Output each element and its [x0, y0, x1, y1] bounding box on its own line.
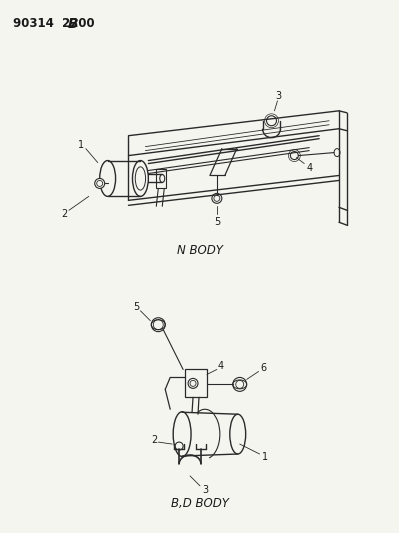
Circle shape	[233, 377, 247, 391]
Circle shape	[212, 193, 222, 203]
Text: B,D BODY: B,D BODY	[171, 497, 229, 510]
Circle shape	[151, 318, 165, 332]
Ellipse shape	[100, 160, 116, 196]
Text: 3: 3	[202, 485, 208, 495]
Text: 5: 5	[133, 302, 140, 312]
Text: 4: 4	[306, 163, 312, 173]
Text: 4: 4	[218, 361, 224, 372]
Text: 2: 2	[151, 435, 158, 445]
Text: 1: 1	[261, 452, 268, 462]
Circle shape	[188, 378, 198, 389]
Text: B: B	[68, 17, 79, 31]
Text: 3: 3	[275, 91, 282, 101]
Text: N BODY: N BODY	[177, 244, 223, 256]
Text: 6: 6	[261, 364, 267, 374]
Text: 5: 5	[214, 217, 220, 227]
Ellipse shape	[173, 411, 191, 456]
Text: 2: 2	[61, 209, 67, 219]
Text: 90314  2200: 90314 2200	[13, 17, 95, 30]
Circle shape	[175, 442, 183, 450]
Circle shape	[95, 179, 105, 188]
Text: 1: 1	[78, 140, 84, 150]
